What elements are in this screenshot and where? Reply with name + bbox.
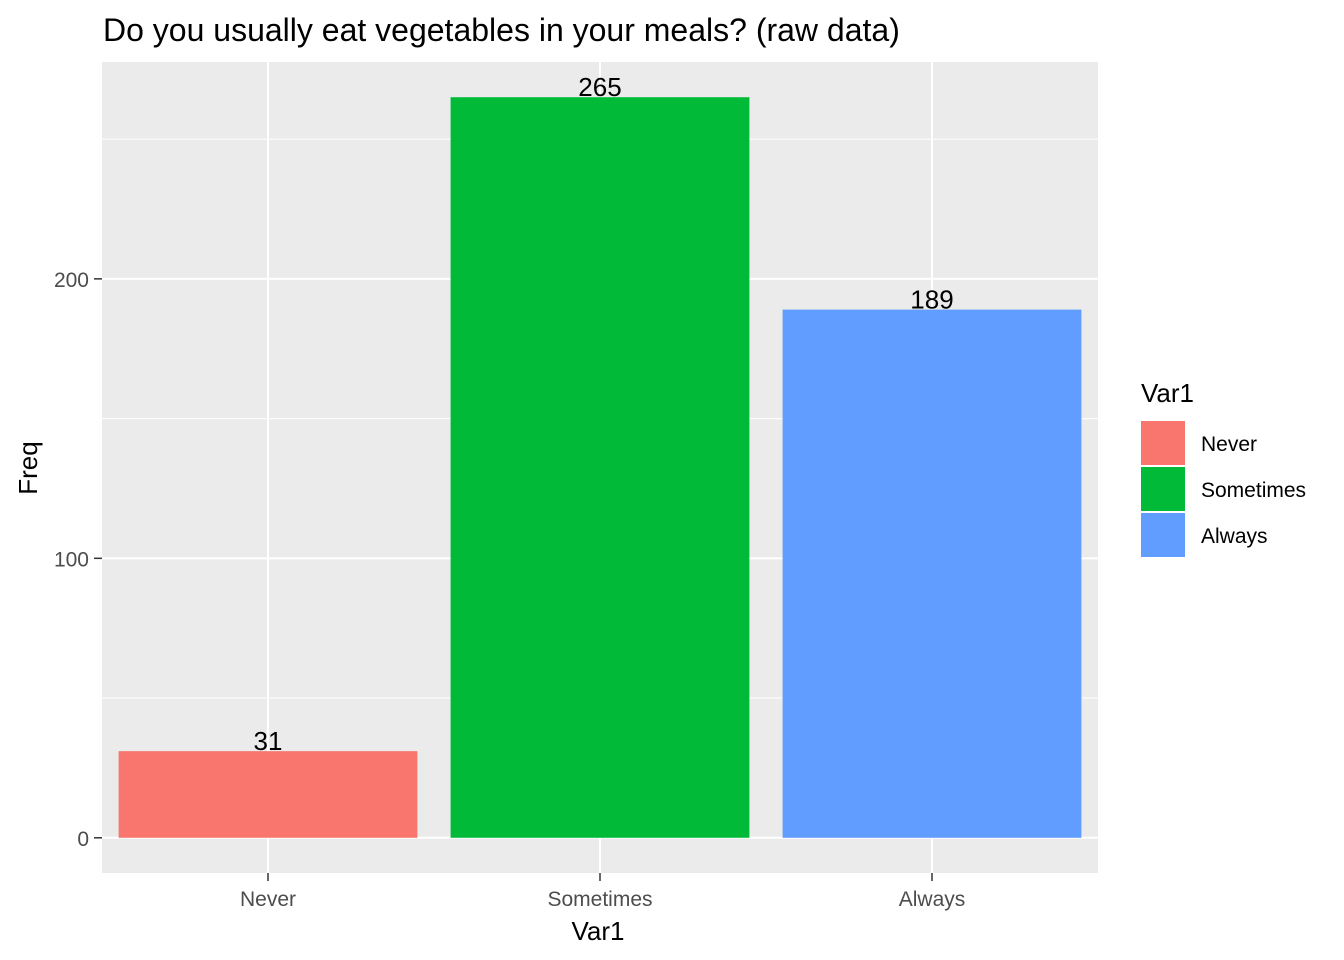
data-label: 265 [578, 72, 621, 102]
legend-label: Sometimes [1201, 479, 1306, 502]
bar-always [782, 309, 1082, 838]
data-label: 189 [910, 285, 953, 315]
x-tick-label: Always [899, 888, 966, 911]
bar-sometimes [450, 97, 750, 838]
legend-key [1141, 513, 1185, 557]
legend-title: Var1 [1141, 378, 1194, 408]
y-tick-label: 0 [77, 828, 89, 851]
y-tick-label: 100 [54, 548, 89, 571]
legend-label: Always [1201, 525, 1268, 548]
x-axis-title: Var1 [572, 916, 625, 946]
y-tick-label: 200 [54, 269, 89, 292]
x-tick-label: Sometimes [547, 888, 652, 911]
legend-items: Never Sometimes Always [1141, 421, 1306, 557]
x-axis: Never Sometimes Always [240, 873, 965, 911]
chart-title: Do you usually eat vegetables in your me… [103, 12, 900, 48]
legend-key [1141, 421, 1185, 465]
bars [118, 97, 1082, 838]
legend: Var1 Never Sometimes Always [1141, 378, 1306, 557]
data-labels: 31 265 189 [254, 72, 954, 756]
y-axis-title: Freq [13, 441, 43, 494]
bar-never [118, 751, 418, 838]
data-label: 31 [254, 726, 283, 756]
legend-key [1141, 467, 1185, 511]
y-axis: 0 100 200 [54, 269, 102, 851]
legend-label: Never [1201, 433, 1257, 456]
x-tick-label: Never [240, 888, 296, 911]
